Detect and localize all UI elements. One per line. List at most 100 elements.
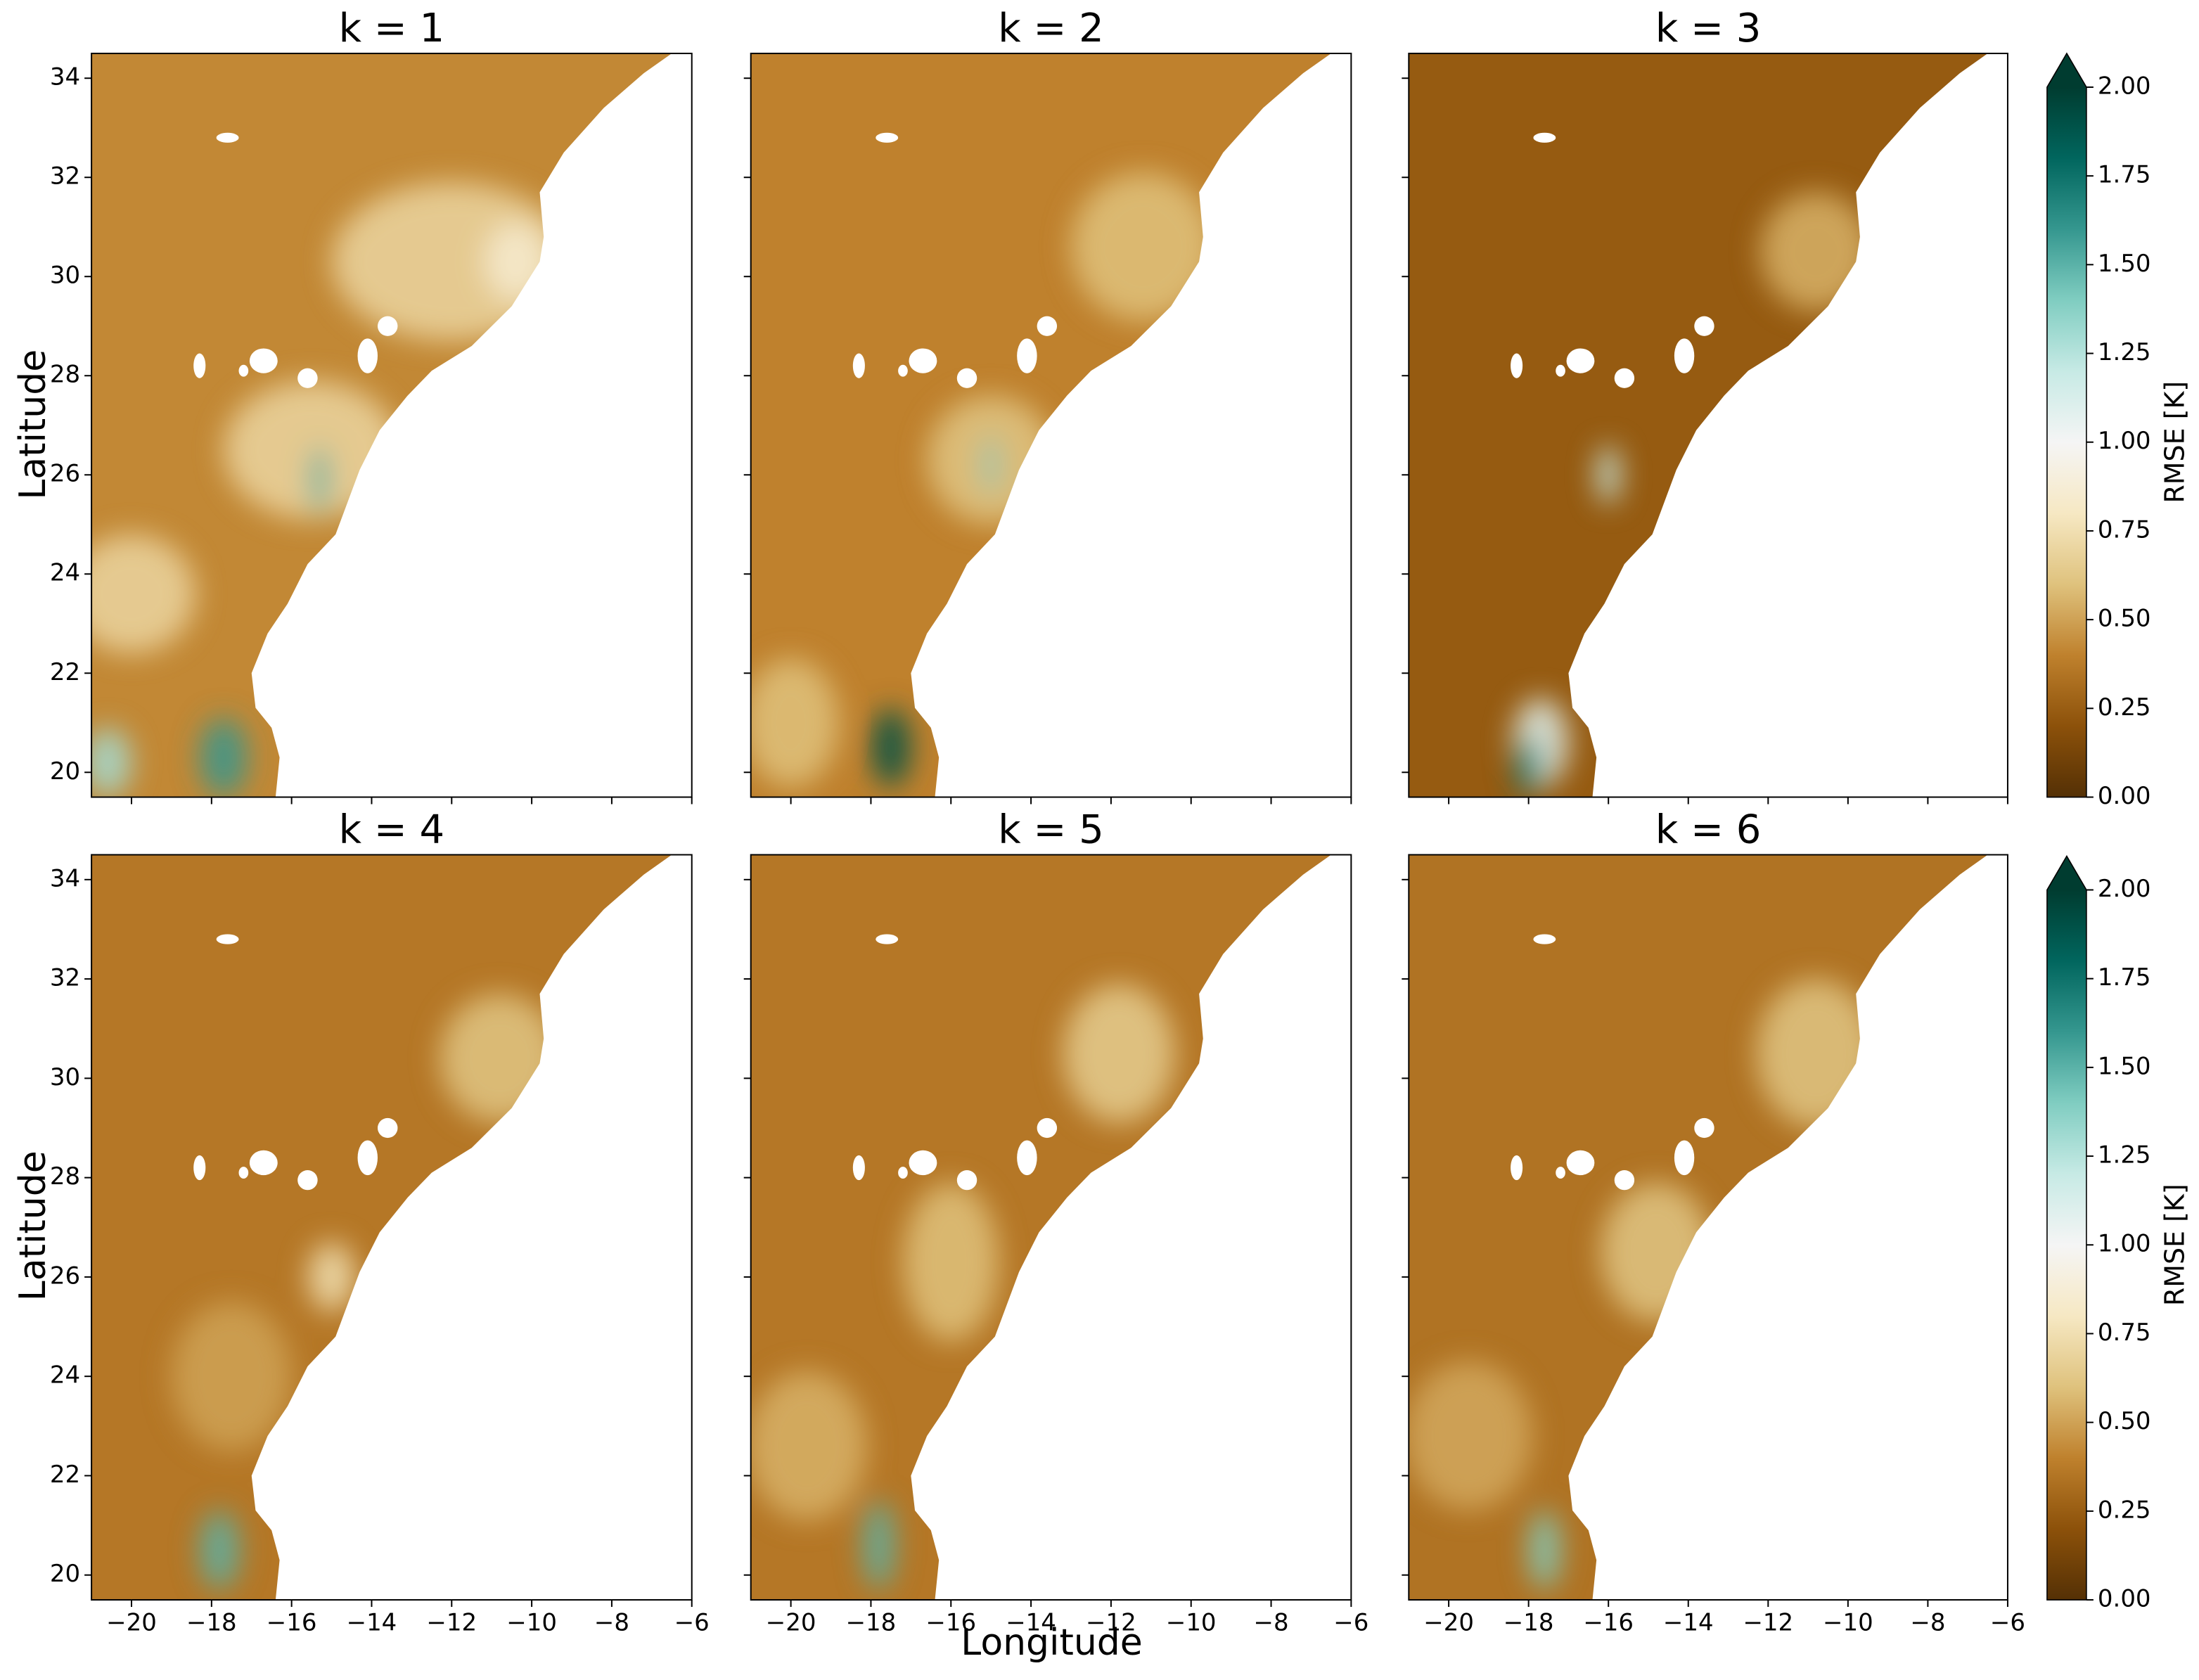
colorbar-tick-label: 0.75 — [2098, 515, 2151, 544]
y-axis-label: Latitude — [12, 350, 54, 500]
field-patch — [91, 534, 196, 654]
colorbar-tick-label: 1.50 — [2098, 1052, 2151, 1080]
panel-title: k = 2 — [998, 6, 1103, 51]
axes-frame — [1408, 854, 2008, 1601]
x-tick-label: −16 — [267, 1609, 317, 1637]
x-tick-label: −6 — [1333, 1609, 1368, 1637]
colorbar-tick-label: 1.00 — [2098, 427, 2151, 455]
colorbar-tick-label: 1.00 — [2098, 1230, 2151, 1258]
x-tick-label: −8 — [594, 1609, 629, 1637]
y-tick-label: 32 — [50, 162, 80, 191]
island — [1566, 1150, 1595, 1176]
map-field — [1409, 53, 2008, 797]
colorbar-outline — [2046, 52, 2087, 798]
x-tick-label: −6 — [1990, 1609, 2025, 1637]
colorbar-tick-label: 1.25 — [2098, 1141, 2151, 1169]
x-tick-label: −10 — [1166, 1609, 1217, 1637]
y-tick-label: 30 — [50, 1063, 80, 1091]
x-tick-label: −8 — [1910, 1609, 1945, 1637]
y-tick-label: 30 — [50, 262, 80, 290]
field-patch — [1596, 444, 1621, 505]
field-patch — [199, 717, 248, 797]
colorbar-tick-label: 0.25 — [2098, 693, 2151, 722]
field-patch — [307, 1242, 356, 1312]
island — [898, 364, 908, 377]
map-field — [750, 53, 1352, 797]
x-tick-label: −10 — [506, 1609, 557, 1637]
island — [1694, 316, 1714, 336]
island — [1674, 338, 1695, 373]
field-patches — [750, 172, 1215, 788]
island — [1017, 1140, 1037, 1176]
colorbar-tick-label: 1.25 — [2098, 338, 2151, 366]
field-patch — [199, 1510, 240, 1590]
y-tick-label: 20 — [50, 757, 80, 786]
field-patch — [1514, 737, 1543, 797]
y-tick-label: 20 — [50, 1560, 80, 1588]
panel-title: k = 4 — [339, 807, 444, 853]
axes-frame — [750, 52, 1352, 798]
field-patch — [863, 1500, 895, 1590]
axes-frame — [91, 854, 693, 1601]
island — [1511, 1155, 1523, 1181]
y-tick-label: 28 — [50, 1162, 80, 1191]
x-tick-label: −8 — [1253, 1609, 1288, 1637]
x-tick-label: −14 — [1663, 1609, 1714, 1637]
island — [357, 1140, 378, 1176]
x-tick-label: −16 — [1583, 1609, 1634, 1637]
island — [876, 934, 899, 944]
island — [378, 316, 398, 336]
colorbar-tick-label: 0.50 — [2098, 1407, 2151, 1435]
y-tick-label: 34 — [50, 864, 80, 892]
field-patch — [750, 658, 839, 788]
island — [297, 368, 318, 388]
x-tick-label: −20 — [766, 1609, 816, 1637]
field-patch — [902, 1182, 999, 1342]
colorbar-tick-label: 1.50 — [2098, 250, 2151, 278]
island — [1037, 316, 1058, 336]
island — [249, 1150, 278, 1176]
island — [1556, 364, 1565, 377]
axes-frame — [1408, 52, 2008, 798]
island — [1037, 1117, 1058, 1139]
field-patch — [982, 435, 999, 495]
island — [909, 348, 937, 373]
x-tick-label: −12 — [1086, 1609, 1136, 1637]
map-field — [750, 854, 1352, 1601]
y-axis-label: Latitude — [12, 1150, 54, 1301]
x-tick-label: −10 — [1823, 1609, 1873, 1637]
island — [216, 934, 239, 944]
land — [251, 854, 692, 1601]
island — [1511, 353, 1523, 378]
island — [378, 1117, 398, 1139]
map-field — [91, 53, 692, 797]
island — [852, 1155, 865, 1181]
y-tick-label: 34 — [50, 63, 80, 91]
colorbar-tick-label: 1.75 — [2098, 161, 2151, 189]
colorbar-extend — [2046, 856, 2086, 890]
colorbar-tick-label: 0.50 — [2098, 605, 2151, 633]
island — [956, 1170, 977, 1191]
island — [1533, 132, 1556, 143]
colorbar-tick-label: 1.75 — [2098, 963, 2151, 992]
y-tick-label: 22 — [50, 1461, 80, 1489]
y-tick-label: 26 — [50, 1262, 80, 1290]
island — [956, 368, 977, 388]
island — [297, 1170, 318, 1191]
x-tick-label: −14 — [347, 1609, 397, 1637]
island — [1566, 348, 1595, 373]
colorbar-tick-label: 2.00 — [2098, 875, 2151, 903]
island — [238, 1167, 249, 1179]
colorbar-tick-label: 0.25 — [2098, 1496, 2151, 1524]
field-patch — [91, 727, 132, 797]
axes-frame — [91, 52, 693, 798]
y-tick-label: 24 — [50, 559, 80, 587]
field-patch — [750, 1371, 867, 1520]
y-tick-label: 26 — [50, 460, 80, 488]
island — [1614, 1170, 1635, 1191]
field-patch — [1528, 1510, 1561, 1590]
colorbar-tick-label: 0.00 — [2098, 1585, 2151, 1613]
island — [1533, 934, 1556, 944]
y-tick-label: 28 — [50, 361, 80, 389]
